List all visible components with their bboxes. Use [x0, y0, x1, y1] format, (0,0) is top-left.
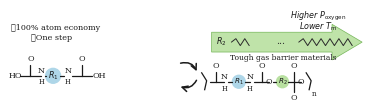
Text: ✓100% atom economy: ✓100% atom economy: [11, 24, 100, 32]
Text: ✓One step: ✓One step: [31, 34, 72, 42]
Text: n: n: [312, 90, 317, 98]
Text: HO: HO: [9, 72, 22, 80]
Text: $\mathit{Higher}\ P_\mathrm{oxygen}$: $\mathit{Higher}\ P_\mathrm{oxygen}$: [290, 10, 347, 23]
Circle shape: [276, 76, 288, 88]
Text: O: O: [298, 78, 305, 86]
Text: Tough gas barrier materials: Tough gas barrier materials: [229, 54, 336, 62]
Text: N: N: [221, 73, 228, 81]
Text: O: O: [27, 55, 34, 63]
Text: ...: ...: [276, 37, 285, 46]
Text: $R_1$: $R_1$: [234, 77, 244, 87]
Text: O: O: [291, 94, 297, 102]
Text: O: O: [258, 62, 265, 70]
Text: OH: OH: [93, 72, 106, 80]
Text: O: O: [79, 55, 85, 63]
Text: H: H: [38, 78, 44, 86]
Text: $R_1$: $R_1$: [48, 70, 59, 82]
Text: H: H: [247, 85, 253, 93]
Text: $\mathit{Lower}\ T_\mathrm{m}$: $\mathit{Lower}\ T_\mathrm{m}$: [299, 20, 338, 32]
Text: O: O: [291, 62, 297, 70]
Text: H: H: [222, 85, 227, 93]
Text: N: N: [65, 67, 71, 75]
Text: O: O: [265, 78, 272, 86]
Polygon shape: [212, 24, 362, 60]
Text: N: N: [38, 67, 45, 75]
Text: O: O: [212, 62, 219, 70]
Text: $R_2$: $R_2$: [215, 36, 226, 48]
Text: H: H: [65, 78, 71, 86]
Text: N: N: [246, 73, 253, 81]
Circle shape: [232, 75, 245, 88]
Text: $R_2$: $R_2$: [277, 77, 287, 87]
Circle shape: [46, 68, 60, 83]
